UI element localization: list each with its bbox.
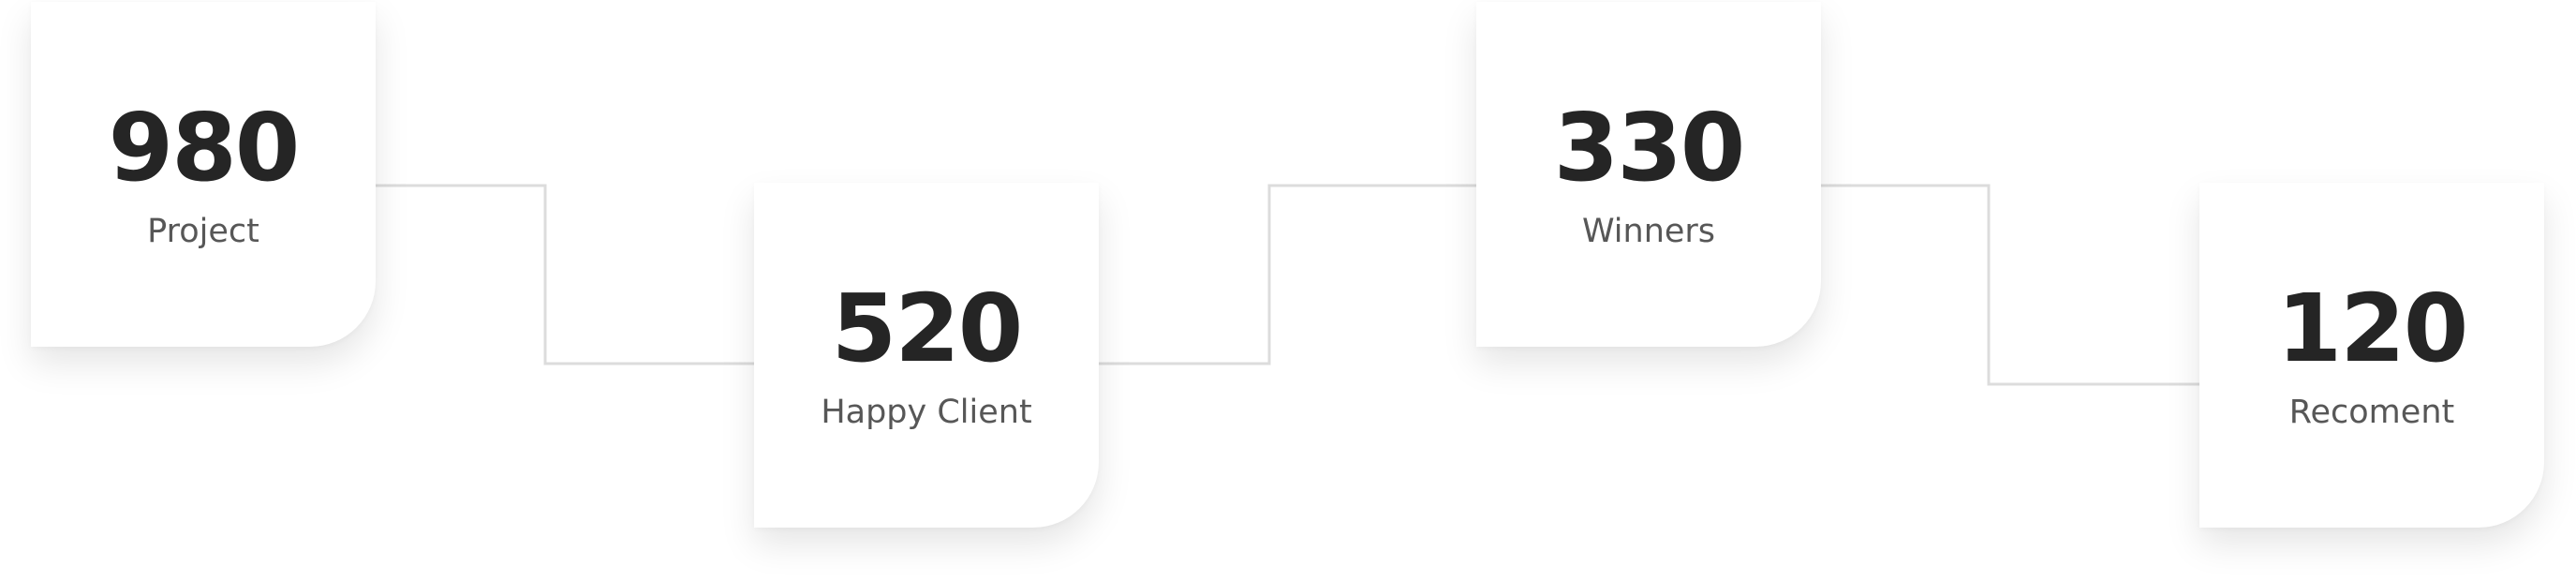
stat-card-project: 980 Project bbox=[31, 2, 376, 347]
stat-value: 120 bbox=[2276, 273, 2469, 383]
stat-value: 980 bbox=[108, 92, 301, 202]
connector-line bbox=[1099, 184, 1476, 365]
stat-value: 330 bbox=[1553, 92, 1746, 202]
stat-card-happy-client: 520 Happy Client bbox=[754, 183, 1099, 528]
stat-card-recoment: 120 Recoment bbox=[2199, 183, 2544, 528]
stat-label: Project bbox=[147, 212, 259, 250]
stat-value: 520 bbox=[831, 273, 1024, 383]
stat-label: Happy Client bbox=[821, 393, 1032, 431]
connector-line bbox=[1821, 184, 2199, 386]
connector-line bbox=[376, 184, 754, 365]
stat-card-winners: 330 Winners bbox=[1476, 2, 1821, 347]
stat-label: Winners bbox=[1581, 212, 1716, 250]
stat-label: Recoment bbox=[2288, 393, 2455, 431]
